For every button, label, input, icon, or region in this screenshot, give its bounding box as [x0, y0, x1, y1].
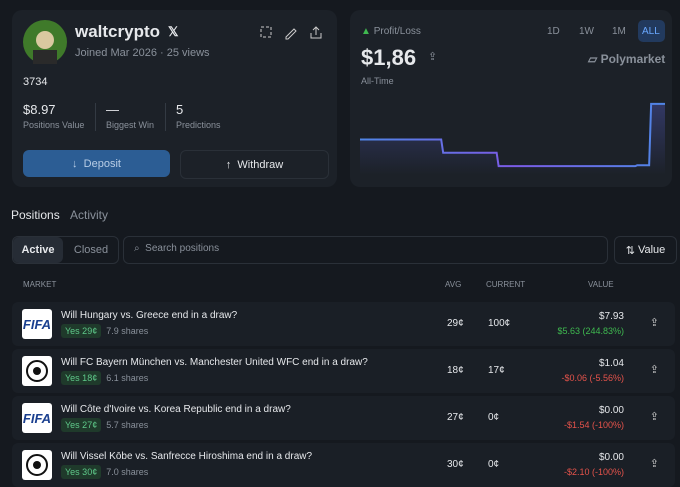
column-header: AVG	[445, 280, 462, 289]
withdraw-label: Withdraw	[237, 158, 284, 171]
market-sub: Yes 18¢ 6.1 shares	[61, 371, 149, 385]
range-highlight	[638, 20, 665, 42]
divider	[165, 103, 166, 131]
outcome-badge: Yes 18¢	[61, 371, 102, 385]
market-sub: Yes 30¢ 7.0 shares	[61, 465, 149, 479]
filter-group	[12, 236, 119, 264]
stat-label: Biggest Win	[106, 120, 155, 130]
sort-label: Value	[637, 244, 666, 256]
withdraw-button[interactable]: ↑ Withdraw	[180, 150, 329, 179]
market-sub: Yes 27¢ 5.7 shares	[61, 418, 149, 432]
share-icon[interactable]: ⇪	[428, 51, 438, 63]
outcome-badge: Yes 29¢	[61, 324, 102, 338]
shares: 6.1 shares	[106, 373, 149, 383]
brand-text: Polymarket	[600, 52, 666, 66]
tab[interactable]: Activity	[70, 208, 109, 222]
shares: 7.0 shares	[106, 467, 149, 477]
value: $7.93	[598, 311, 624, 322]
stat-value: —	[106, 102, 119, 117]
search-box[interactable]	[123, 236, 608, 264]
market-title: Will Côte d'Ivoire vs. Korea Republic en…	[61, 404, 291, 415]
icon-graphic	[26, 454, 48, 476]
avatar	[23, 20, 67, 64]
pnl-value: $1,86	[361, 45, 417, 70]
range-button[interactable]: 1W	[579, 26, 594, 37]
deposit-button[interactable]: ↓ Deposit	[23, 150, 170, 177]
share-icon[interactable]: ⇪	[649, 411, 659, 423]
range-button[interactable]: 1D	[547, 26, 560, 37]
pnl: -$2.10 (-100%)	[563, 467, 624, 477]
position-row[interactable]: Will Vissel Kōbe vs. Sanfrecce Hiroshima…	[12, 443, 675, 487]
pnl-chart	[360, 102, 665, 175]
avg: 27¢	[447, 412, 464, 423]
column-header: VALUE	[588, 280, 614, 289]
action-icons[interactable]	[258, 24, 328, 40]
filter-button[interactable]: Active	[13, 237, 63, 263]
range-button[interactable]: 1M	[612, 26, 626, 37]
market-sub: Yes 29¢ 7.9 shares	[61, 324, 149, 338]
market-title: Will Vissel Kōbe vs. Sanfrecce Hiroshima…	[61, 451, 313, 462]
value: $0.00	[598, 405, 624, 416]
pnl-line	[360, 102, 665, 168]
market-title: Will FC Bayern München vs. Manchester Un…	[61, 357, 368, 368]
stat-label: Predictions	[176, 120, 221, 130]
share-icon[interactable]: ⇪	[649, 458, 659, 470]
pnl: -$1.54 (-100%)	[563, 420, 624, 430]
sort-button[interactable]: ⇅ Value	[614, 236, 677, 264]
stat-value: $8.97	[23, 102, 56, 117]
shares: 5.7 shares	[106, 420, 149, 430]
share-icon[interactable]: ⇪	[649, 364, 659, 376]
search-text: Search positions	[145, 243, 220, 254]
value: $0.00	[598, 452, 624, 463]
outcome-badge: Yes 27¢	[61, 418, 102, 432]
avg: 18¢	[447, 365, 464, 376]
divider	[95, 103, 96, 131]
column-header: MARKET	[23, 280, 57, 289]
bio: 3734	[23, 76, 48, 88]
pnl: -$0.06 (-5.56%)	[561, 373, 624, 383]
pnl: $5.63 (244.83%)	[557, 326, 624, 336]
pnl-label-text: Profit/Loss	[373, 26, 421, 37]
views: 25 views	[166, 47, 210, 59]
position-row[interactable]: FIFA Will Hungary vs. Greece end in a dra…	[12, 302, 675, 346]
avg: 29¢	[447, 318, 464, 329]
column-header: CURRENT	[486, 280, 526, 289]
market-icon: FIFA	[22, 403, 52, 433]
shares: 7.9 shares	[106, 326, 149, 336]
pnl-label: ▲ Profit/Loss	[361, 26, 421, 37]
market-icon	[22, 356, 52, 386]
market-icon: FIFA	[22, 309, 52, 339]
tab[interactable]: Positions	[11, 208, 60, 222]
current: 0¢	[488, 412, 500, 423]
pnl-area	[360, 103, 665, 175]
search-placeholder: ⌕ Search positions	[134, 243, 220, 254]
filter-button[interactable]: Closed	[73, 244, 109, 256]
icon-graphic	[26, 360, 48, 382]
pnl-period: All-Time	[361, 76, 394, 86]
joined: Joined Mar 2026	[75, 47, 157, 59]
meta: Joined Mar 2026 · 25 views	[75, 47, 210, 59]
position-row[interactable]: FIFA Will Côte d'Ivoire vs. Korea Republi…	[12, 396, 675, 440]
current: 0¢	[488, 459, 500, 470]
current: 17¢	[488, 365, 505, 376]
x-icon[interactable]: 𝕏	[168, 24, 179, 39]
position-row[interactable]: Will FC Bayern München vs. Manchester Un…	[12, 349, 675, 393]
username: waltcrypto	[75, 22, 161, 41]
deposit-label: Deposit	[83, 157, 121, 170]
share-icon[interactable]: ⇪	[649, 317, 659, 329]
brand: ▱ Polymarket	[588, 52, 666, 66]
market-icon	[22, 450, 52, 480]
avg: 30¢	[447, 459, 464, 470]
market-title: Will Hungary vs. Greece end in a draw?	[61, 310, 238, 321]
outcome-badge: Yes 30¢	[61, 465, 102, 479]
stat-value: 5	[176, 102, 184, 117]
stat-label: Positions Value	[23, 120, 85, 130]
value: $1.04	[598, 358, 624, 369]
current: 100¢	[488, 318, 511, 329]
range-button[interactable]: ALL	[642, 26, 660, 37]
